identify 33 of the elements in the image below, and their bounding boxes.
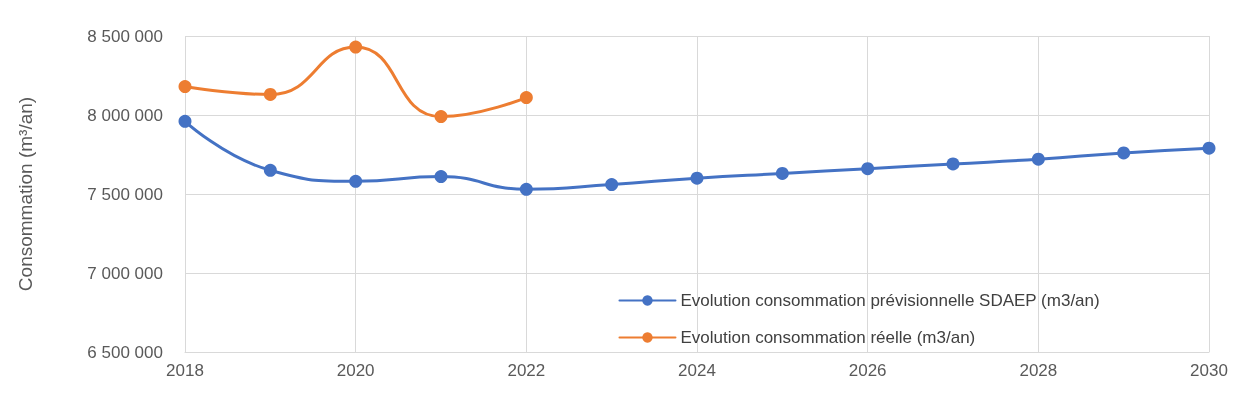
point [861, 162, 875, 176]
y-tick-label: 7 500 000 [87, 184, 163, 204]
point [263, 87, 277, 101]
x-tick-label: 2022 [507, 361, 546, 380]
point [1031, 152, 1045, 166]
x-tick-label: 2024 [678, 361, 716, 380]
point [519, 182, 533, 196]
x-tick-label: 2028 [1019, 361, 1058, 380]
y-tick-label: 8 500 000 [87, 26, 163, 46]
x-tick-label: 2020 [336, 361, 375, 380]
point [178, 80, 192, 94]
x-tick-label: 2030 [1190, 361, 1228, 380]
y-tick-label: 8 000 000 [87, 105, 163, 125]
legend-label: Evolution consommation prévisionnelle SDAEP (m3/an) [680, 291, 1100, 310]
point [178, 114, 192, 128]
y-tick-label: 6 500 000 [87, 342, 163, 362]
point [946, 157, 960, 171]
y-tick-label: 7 000 000 [87, 263, 163, 283]
point [605, 178, 619, 192]
point [263, 163, 277, 177]
y-axis-title: Consommation (m³/an) [15, 96, 36, 292]
x-tick-label: 2018 [166, 361, 204, 380]
point [349, 40, 363, 54]
x-tick-label: 2026 [848, 361, 887, 380]
point [434, 110, 448, 124]
point [434, 170, 448, 184]
point [690, 171, 704, 185]
point [775, 166, 789, 180]
point [1202, 141, 1216, 155]
point [1117, 146, 1131, 160]
point [349, 174, 363, 188]
point [519, 91, 533, 105]
legend-label: Evolution consommation réelle (m3/an) [680, 328, 976, 347]
